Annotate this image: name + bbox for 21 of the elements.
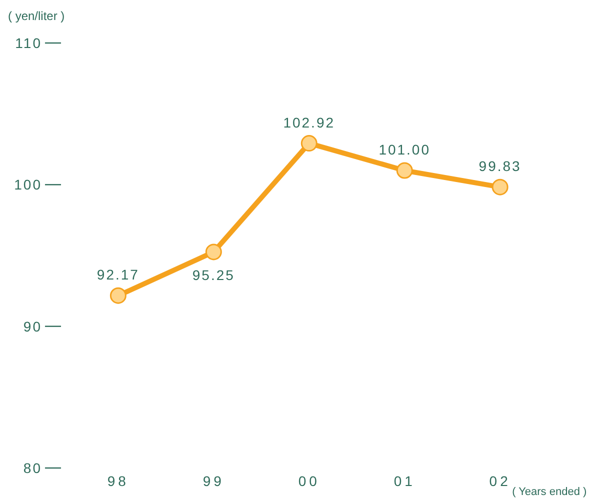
text: 92.17 [96,266,140,283]
point [300,135,318,152]
text: 102.92 [283,114,336,130]
x-tick-label: 01 [394,472,416,489]
x-axis-title: ( Years ended ) [512,486,587,498]
x-tick-label: 98 [107,472,129,489]
x-tick-label: 02 [489,472,511,489]
y-tick-label: 90 [23,318,42,334]
text: 95.25 [192,266,235,283]
point [205,244,222,260]
x-tick-label: 99 [202,472,224,489]
y-tick-label: 110 [15,35,42,51]
y-tick-label: 80 [23,460,42,476]
point [110,287,126,304]
y-axis-title: ( yen/liter ) [8,9,65,23]
x-tick-label: 00 [298,472,320,489]
point [492,178,508,196]
text: 101.00 [378,142,431,158]
y-tick-label: 100 [14,176,42,193]
text: 99.83 [478,158,522,174]
point [396,162,413,179]
